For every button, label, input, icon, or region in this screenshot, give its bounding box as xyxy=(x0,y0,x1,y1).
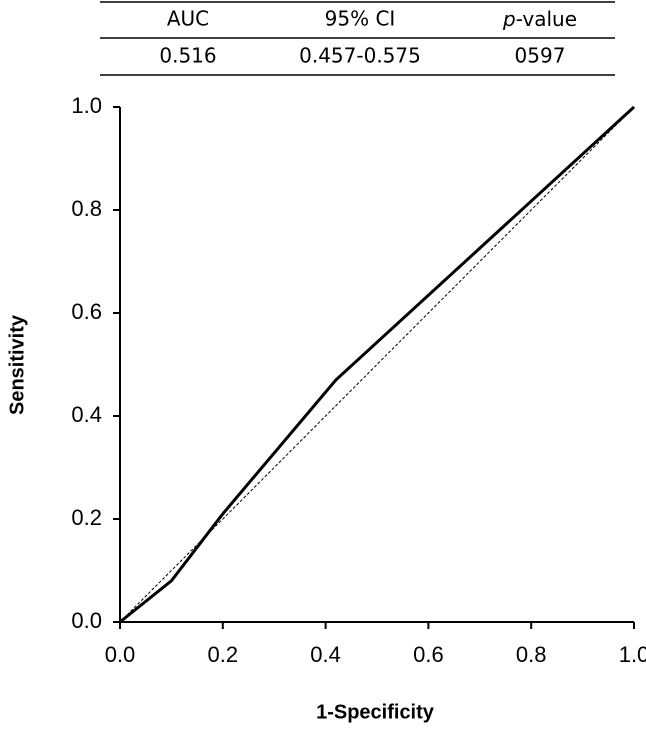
stats-table: AUC 95% CI p-value 0.516 0.457-0.575 059… xyxy=(100,1,615,76)
x-tick-label: 0.6 xyxy=(413,642,444,667)
table-cell: 0.516 xyxy=(159,44,216,68)
y-tick-label: 0.2 xyxy=(71,505,102,530)
y-tick-label: 0.6 xyxy=(71,299,102,324)
x-tick-label: 0.8 xyxy=(516,642,547,667)
x-tick-label: 1.0 xyxy=(619,642,646,667)
reference-line xyxy=(119,106,635,623)
table-header: AUC xyxy=(167,7,209,31)
table-cell: 0597 xyxy=(515,44,566,68)
table-header-italic: p xyxy=(502,7,516,31)
table-cell: 0.457-0.575 xyxy=(299,44,421,68)
x-axis-title: 1-Specificity xyxy=(316,701,435,723)
y-tick-label: 0.0 xyxy=(71,608,102,633)
y-tick-label: 0.4 xyxy=(71,402,102,427)
x-tick-label: 0.4 xyxy=(310,642,341,667)
x-tick-label: 0.2 xyxy=(208,642,239,667)
table-header: p-value xyxy=(502,7,577,31)
y-axis-title: Sensitivity xyxy=(6,314,28,415)
x-tick-label: 0.0 xyxy=(105,642,136,667)
y-tick-label: 0.8 xyxy=(71,196,102,221)
y-tick-label: 1.0 xyxy=(71,93,102,118)
roc-curve xyxy=(119,105,636,624)
table-header-rest: -value xyxy=(516,7,577,31)
table-header: 95% CI xyxy=(325,7,396,31)
